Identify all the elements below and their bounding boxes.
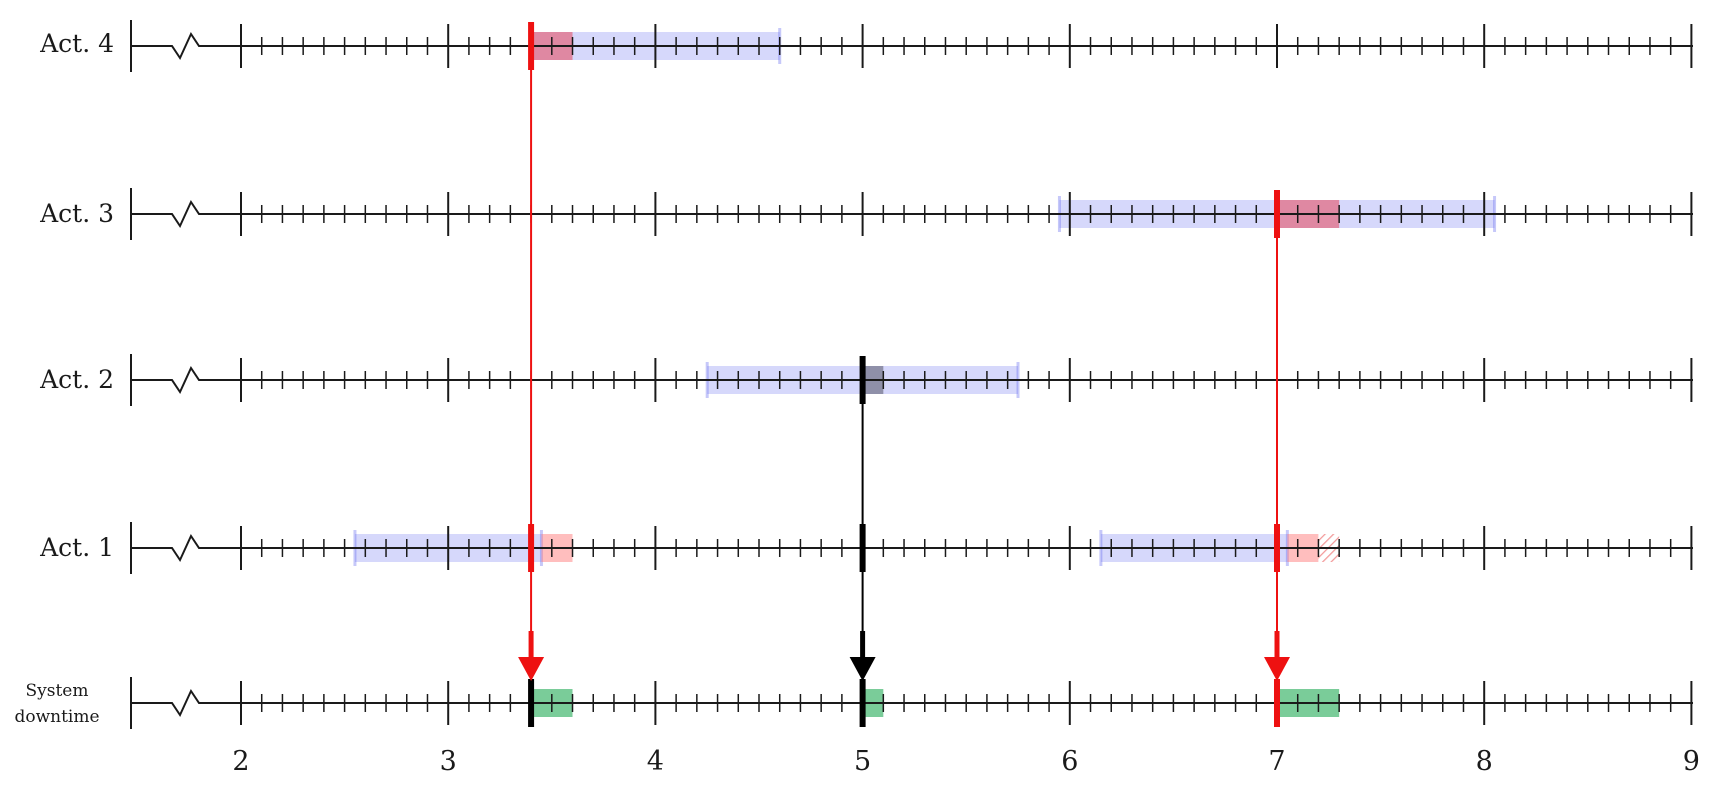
event-2-arrowhead: [1264, 657, 1290, 681]
row-label-downtime-line2: downtime: [14, 707, 99, 727]
event-0-arrowhead: [518, 657, 545, 681]
act1-axis: [130, 522, 1693, 574]
row-label-act3: Act. 3: [39, 199, 114, 228]
downtime-axis: [130, 677, 1693, 729]
tick-label-5: 5: [854, 746, 871, 777]
row-label-act1: Act. 1: [39, 533, 114, 562]
act4-axis-break: [131, 31, 241, 61]
tick-label-9: 9: [1683, 746, 1700, 777]
downtime-axis-break: [131, 688, 241, 718]
row-axes: [130, 20, 1693, 729]
tick-label-8: 8: [1476, 746, 1493, 777]
row-label-act2: Act. 2: [39, 365, 114, 394]
event-1-arrowhead: [849, 657, 876, 681]
act3-axis: [130, 188, 1693, 240]
act2-axis-break: [131, 365, 241, 395]
act3-axis-break: [131, 199, 241, 229]
tick-label-7: 7: [1268, 746, 1285, 777]
row-label-act4: Act. 4: [39, 29, 114, 58]
act4-axis: [130, 20, 1693, 72]
row-label-downtime-line1: System: [26, 681, 89, 701]
event-2: [1264, 190, 1290, 727]
tick-label-4: 4: [647, 746, 664, 777]
event-1: [849, 356, 876, 727]
tick-label-2: 2: [232, 746, 249, 777]
event-connectors: [518, 22, 1290, 727]
x-axis-tick-labels: 2 3 4 5 6 7 8 9: [232, 746, 1700, 777]
tick-label-6: 6: [1061, 746, 1078, 777]
tick-label-3: 3: [440, 746, 457, 777]
event-0: [518, 22, 545, 727]
act1-axis-break: [131, 533, 241, 563]
act2-axis: [130, 354, 1693, 406]
